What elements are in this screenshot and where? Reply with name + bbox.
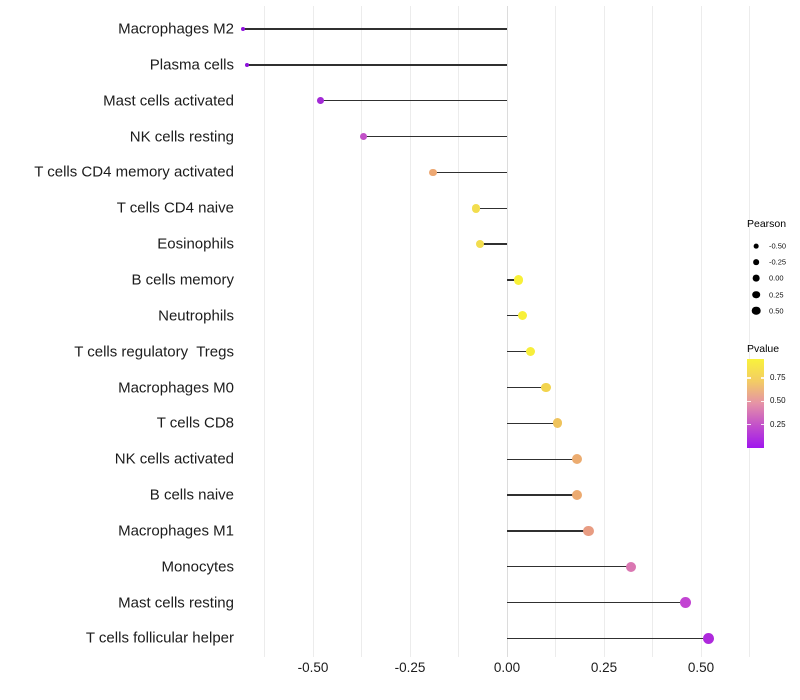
lollipop-dot <box>552 418 563 429</box>
legend-pvalue-title: Pvalue <box>747 343 780 355</box>
colorbar-tick-label: 0.50 <box>770 396 786 406</box>
lollipop-dot <box>514 275 524 285</box>
lollipop-stem <box>507 601 686 604</box>
y-axis-label: Neutrophils <box>158 307 234 325</box>
lollipop-stem <box>507 458 577 460</box>
legend-size-dot <box>752 290 760 299</box>
y-axis-label: T cells CD4 memory activated <box>34 163 234 181</box>
legend-pearson-title: Pearson <box>747 218 787 230</box>
lollipop-dot <box>475 239 485 249</box>
gridline <box>312 6 314 657</box>
y-axis-label: T cells CD8 <box>156 414 234 432</box>
y-axis-label: Mast cells resting <box>118 594 234 612</box>
colorbar-tick <box>760 377 764 379</box>
lollipop-dot <box>571 490 582 501</box>
lollipop-stem <box>433 171 507 174</box>
lollipop-stem <box>507 350 531 353</box>
legend-size-label: -0.50 <box>769 241 787 251</box>
y-axis-label: B cells memory <box>131 271 234 289</box>
lollipop-dot <box>583 525 594 536</box>
legend-size-dot <box>752 275 760 282</box>
y-axis-label: NK cells activated <box>114 450 234 468</box>
legend-size-label: 0.50 <box>769 306 784 316</box>
lollipop-stem <box>320 100 507 102</box>
colorbar-tick <box>760 424 764 426</box>
legend-size-dot <box>753 259 759 266</box>
colorbar-tick-label: 0.75 <box>770 372 786 382</box>
y-axis-label: Eosinophils <box>157 235 234 253</box>
lollipop-dot <box>541 382 551 393</box>
lollipop-dot <box>429 168 438 177</box>
legend-pvalue-colorbar <box>747 359 764 448</box>
y-axis-label: T cells regulatory Tregs <box>74 343 234 361</box>
colorbar-tick <box>747 377 751 379</box>
lollipop-stem <box>507 637 709 640</box>
legend-size-label: 0.25 <box>769 289 784 299</box>
lollipop-stem <box>507 566 632 568</box>
y-axis-label: T cells follicular helper <box>85 629 234 647</box>
gridline <box>361 6 362 657</box>
lollipop-stem <box>507 422 558 425</box>
colorbar-tick <box>747 424 751 426</box>
lollipop-stem <box>243 28 507 30</box>
lollipop-dot <box>244 62 250 67</box>
lollipop-dot <box>317 97 325 105</box>
y-axis-label: Mast cells activated <box>103 92 234 110</box>
y-axis-label: Macrophages M1 <box>118 522 234 540</box>
legend-size-dot <box>753 243 759 249</box>
lollipop-stem <box>475 207 507 209</box>
y-axis-label: T cells CD4 naive <box>116 199 234 217</box>
lollipop-stem <box>247 64 507 66</box>
gridline <box>652 6 653 657</box>
gridline <box>555 6 556 657</box>
lollipop-dot <box>679 597 691 609</box>
gridline <box>749 6 750 657</box>
colorbar-tick <box>747 400 751 402</box>
x-axis-tick-label: 0.50 <box>687 660 715 675</box>
lollipop-stem <box>363 135 507 138</box>
lollipop-stem <box>507 279 519 281</box>
y-axis-label: Plasma cells <box>149 56 234 74</box>
lollipop-dot <box>571 454 582 465</box>
y-axis-label: Monocytes <box>161 558 234 576</box>
lollipop-stem <box>507 315 523 317</box>
gridline <box>458 6 459 657</box>
lollipop-stem <box>479 243 507 245</box>
lollipop-dot <box>517 311 528 321</box>
zero-gridline <box>506 6 508 657</box>
legend-size-dot <box>751 306 761 316</box>
x-axis-tick-label: -0.50 <box>297 660 329 675</box>
gridline <box>700 6 702 657</box>
gridline <box>409 6 411 657</box>
lollipop-dot <box>703 632 715 645</box>
lollipop-dot <box>359 132 368 141</box>
x-axis-tick-label: -0.25 <box>394 660 426 675</box>
x-axis-tick-label: 0.00 <box>493 660 521 675</box>
lollipop-dot <box>241 27 246 31</box>
lollipop-dot <box>471 203 481 213</box>
lollipop-stem <box>507 386 546 389</box>
y-axis-label: NK cells resting <box>129 128 234 146</box>
legend-size-label: -0.25 <box>769 257 787 267</box>
y-axis-label: Macrophages M0 <box>118 379 234 396</box>
y-axis-label: B cells naive <box>149 486 234 504</box>
lollipop-dot <box>525 346 535 357</box>
lollipop-dot <box>625 561 637 572</box>
colorbar-tick <box>760 400 764 402</box>
y-axis-label: Macrophages M2 <box>118 20 234 38</box>
colorbar-tick-label: 0.25 <box>770 419 786 429</box>
lollipop-stem <box>507 530 589 532</box>
lollipop-stem <box>507 494 577 496</box>
x-axis-tick-label: 0.25 <box>590 660 618 675</box>
plot-panel <box>214 6 754 657</box>
legend-size-label: 0.00 <box>769 273 784 283</box>
gridline <box>603 6 605 657</box>
gridline <box>264 6 265 657</box>
